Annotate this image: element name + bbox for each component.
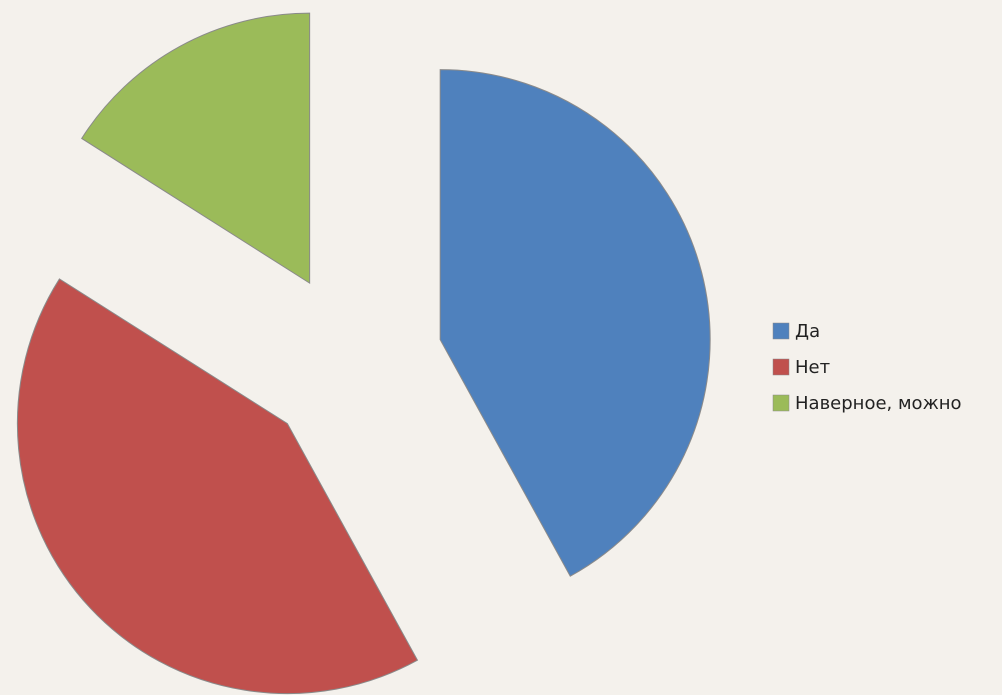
pie-slice xyxy=(16,278,419,695)
pie-slice xyxy=(80,12,311,285)
legend-swatch xyxy=(772,322,790,340)
legend-swatch xyxy=(772,394,790,412)
legend-label: Нет xyxy=(795,357,830,378)
pie-slice xyxy=(439,69,711,577)
legend-swatch xyxy=(772,358,790,376)
legend-label: Да xyxy=(795,321,820,342)
legend-label: Наверное, можно xyxy=(795,393,962,414)
